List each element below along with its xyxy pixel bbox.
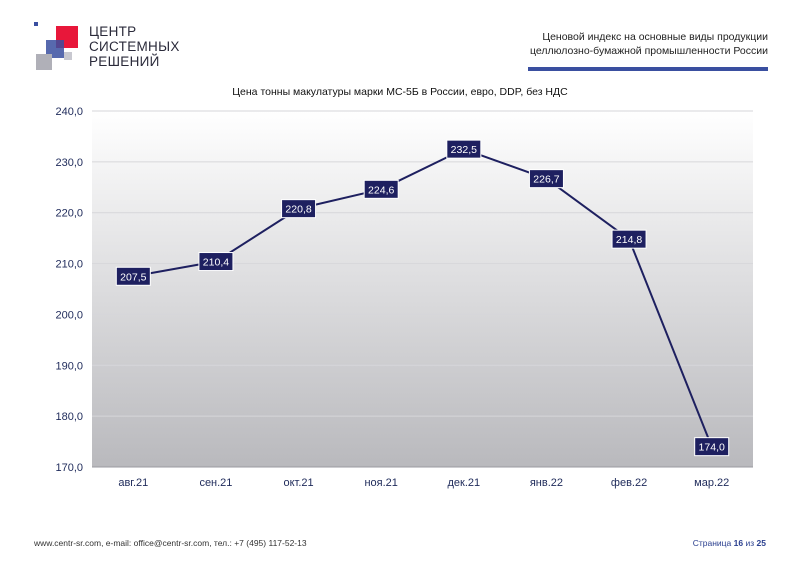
footer-contacts: www.centr-sr.com, e-mail: office@centr-s… — [34, 538, 307, 548]
document-title: Ценовой индекс на основные виды продукци… — [468, 30, 768, 58]
data-label: 207,5 — [115, 266, 151, 286]
page-word: Страница — [692, 538, 732, 548]
document-title-line-1: Ценовой индекс на основные виды продукци… — [542, 31, 768, 43]
x-tick-label: окт.21 — [283, 477, 313, 489]
y-tick-label: 170,0 — [55, 462, 83, 474]
x-tick-label: дек.21 — [447, 477, 480, 489]
data-label-text: 232,5 — [451, 144, 477, 156]
data-label-text: 174,0 — [699, 442, 725, 454]
logo-mark-icon — [34, 22, 78, 70]
y-tick-label: 230,0 — [55, 157, 83, 169]
data-label-text: 214,8 — [616, 234, 642, 246]
data-label: 214,8 — [611, 229, 647, 249]
y-axis-ticks: 170,0 180,0 190,0 200,0 210,0 220,0 230,0 240,0 — [55, 106, 83, 474]
y-tick-label: 180,0 — [55, 411, 83, 423]
x-axis-ticks: авг.21 сен.21 окт.21 ноя.21 дек.21 янв.22 фев.… — [118, 477, 729, 489]
data-label: 232,5 — [446, 139, 482, 159]
title-rule — [528, 67, 768, 71]
data-label-text: 207,5 — [120, 271, 146, 283]
data-label: 174,0 — [694, 437, 730, 457]
data-label: 226,7 — [528, 169, 564, 189]
chart-title: Цена тонны макулатуры марки МС-5Б в Росс… — [232, 86, 568, 98]
logo-line-3: РЕШЕНИЙ — [89, 54, 160, 69]
x-tick-label: мар.22 — [694, 477, 729, 489]
logo-line-2: СИСТЕМНЫХ — [89, 39, 180, 54]
data-label-text: 220,8 — [285, 204, 311, 216]
page-number: 16 — [733, 538, 744, 548]
data-label-text: 226,7 — [533, 174, 559, 186]
x-tick-label: ноя.21 — [364, 477, 397, 489]
y-tick-label: 220,0 — [55, 208, 83, 220]
x-tick-label: авг.21 — [118, 477, 148, 489]
x-tick-label: сен.21 — [199, 477, 232, 489]
y-tick-label: 240,0 — [55, 106, 83, 118]
logo-line-1: ЦЕНТР — [89, 24, 137, 39]
data-label-text: 224,6 — [368, 184, 394, 196]
y-tick-label: 190,0 — [55, 360, 83, 372]
x-tick-label: фев.22 — [611, 477, 647, 489]
y-tick-label: 200,0 — [55, 309, 83, 321]
data-label: 220,8 — [281, 199, 317, 219]
data-label-text: 210,4 — [203, 257, 229, 269]
data-label: 210,4 — [198, 252, 234, 272]
logo-text: ЦЕНТР СИСТЕМНЫХ РЕШЕНИЙ — [89, 24, 180, 69]
company-logo: ЦЕНТР СИСТЕМНЫХ РЕШЕНИЙ — [34, 22, 184, 78]
page-total: 25 — [756, 538, 766, 548]
plot-area — [92, 111, 753, 467]
page-indicator: Страница 16 из 25 — [693, 538, 766, 548]
gridlines — [92, 110, 753, 417]
document-title-line-2: целлюлозно-бумажной промышленности Росси… — [529, 45, 768, 57]
x-tick-label: янв.22 — [530, 477, 563, 489]
page-of-word: из — [745, 538, 755, 548]
data-labels: 207,5 210,4 220,8 224,6 232,5 226,7 214,8 174,0 — [115, 139, 730, 457]
y-tick-label: 210,0 — [55, 259, 83, 271]
data-label: 224,6 — [363, 179, 399, 199]
